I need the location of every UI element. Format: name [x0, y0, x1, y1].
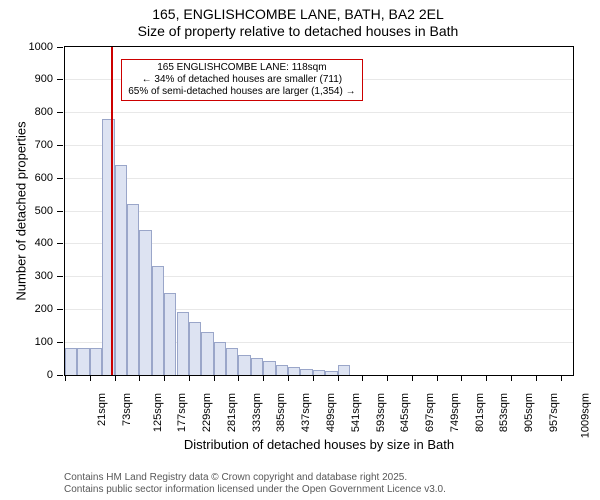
x-tick: [536, 375, 537, 381]
x-tick: [338, 375, 339, 381]
y-tick-label: 1000: [29, 41, 53, 53]
y-tick-label: 100: [35, 336, 53, 348]
histogram-bar: [139, 230, 151, 374]
y-tick-label: 500: [35, 205, 53, 217]
x-tick: [387, 375, 388, 381]
x-tick-label: 385sqm: [276, 393, 288, 432]
histogram-bar: [251, 358, 263, 374]
histogram-bar: [276, 365, 288, 374]
histogram-bar: [226, 348, 238, 374]
footer-line1: Contains HM Land Registry data © Crown c…: [64, 472, 446, 484]
x-tick: [90, 375, 91, 381]
x-tick-label: 437sqm: [300, 393, 312, 432]
annotation-line2: ← 34% of detached houses are smaller (71…: [128, 74, 355, 86]
y-tick-label: 200: [35, 303, 53, 315]
x-tick-label: 541sqm: [350, 393, 362, 432]
y-tick: [57, 211, 63, 212]
x-tick: [486, 375, 487, 381]
y-tick: [57, 243, 63, 244]
histogram-bar: [152, 266, 164, 374]
x-tick: [65, 375, 66, 381]
y-tick: [57, 47, 63, 48]
x-tick: [164, 375, 165, 381]
x-tick: [412, 375, 413, 381]
footer: Contains HM Land Registry data © Crown c…: [64, 472, 446, 496]
histogram-bar: [164, 293, 176, 375]
x-tick-label: 333sqm: [251, 393, 263, 432]
histogram-bar: [77, 348, 89, 374]
x-tick: [139, 375, 140, 381]
histogram-bar: [189, 322, 201, 374]
footer-line2: Contains public sector information licen…: [64, 484, 446, 496]
x-tick: [362, 375, 363, 381]
histogram-bar: [214, 342, 226, 375]
histogram-bar: [338, 365, 350, 374]
x-tick: [263, 375, 264, 381]
x-tick-label: 229sqm: [201, 393, 213, 432]
x-tick: [189, 375, 190, 381]
x-tick: [511, 375, 512, 381]
y-tick: [57, 145, 63, 146]
x-tick-label: 957sqm: [548, 393, 560, 432]
histogram-bar: [201, 332, 213, 375]
x-tick-label: 905sqm: [523, 393, 535, 432]
x-tick-label: 125sqm: [152, 393, 164, 432]
x-tick-label: 1009sqm: [579, 393, 591, 438]
x-tick: [313, 375, 314, 381]
y-tick: [57, 79, 63, 80]
y-tick-label: 800: [35, 106, 53, 118]
y-tick: [57, 309, 63, 310]
y-tick-label: 400: [35, 237, 53, 249]
x-tick: [238, 375, 239, 381]
x-tick-label: 21sqm: [96, 393, 108, 426]
x-tick-label: 593sqm: [375, 393, 387, 432]
y-ticks: 01002003004005006007008009001000: [57, 47, 65, 375]
y-tick-label: 300: [35, 270, 53, 282]
x-ticks: 21sqm73sqm125sqm177sqm229sqm281sqm333sqm…: [65, 375, 573, 381]
y-tick-label: 900: [35, 73, 53, 85]
chart-area: Number of detached properties 165 ENGLIS…: [64, 46, 574, 376]
x-tick-label: 749sqm: [449, 393, 461, 432]
y-tick: [57, 178, 63, 179]
chart-title-line2: Size of property relative to detached ho…: [10, 23, 586, 40]
x-tick: [288, 375, 289, 381]
y-tick: [57, 342, 63, 343]
histogram-bar: [127, 204, 139, 375]
y-tick-label: 600: [35, 172, 53, 184]
y-tick-label: 700: [35, 139, 53, 151]
marker-line: [111, 47, 113, 375]
x-tick: [214, 375, 215, 381]
histogram-bar: [263, 361, 275, 374]
x-tick-label: 177sqm: [176, 393, 188, 432]
histogram-bar: [65, 348, 77, 374]
x-tick-label: 281sqm: [226, 393, 238, 432]
histogram-bar: [238, 355, 250, 375]
y-tick: [57, 375, 63, 376]
histogram-bar: [115, 165, 127, 375]
chart-title-line1: 165, ENGLISHCOMBE LANE, BATH, BA2 2EL: [10, 6, 586, 23]
x-tick-label: 801sqm: [474, 393, 486, 432]
histogram-bar: [288, 367, 300, 374]
annotation-line1: 165 ENGLISHCOMBE LANE: 118sqm: [128, 62, 355, 74]
x-tick-label: 853sqm: [499, 393, 511, 432]
y-tick: [57, 276, 63, 277]
x-tick-label: 645sqm: [400, 393, 412, 432]
x-tick: [461, 375, 462, 381]
x-tick-label: 73sqm: [121, 393, 133, 426]
y-axis-label: Number of detached properties: [14, 121, 29, 300]
annotation-line3: 65% of semi-detached houses are larger (…: [128, 86, 355, 98]
histogram-bar: [177, 312, 189, 374]
x-tick: [561, 375, 562, 381]
x-tick: [115, 375, 116, 381]
y-tick-label: 0: [47, 369, 53, 381]
histogram-bar: [90, 348, 102, 374]
x-tick-label: 489sqm: [325, 393, 337, 432]
annotation-box: 165 ENGLISHCOMBE LANE: 118sqm ← 34% of d…: [121, 59, 362, 101]
y-tick: [57, 112, 63, 113]
x-tick-label: 697sqm: [424, 393, 436, 432]
x-axis-label: Distribution of detached houses by size …: [65, 437, 573, 452]
x-tick: [437, 375, 438, 381]
